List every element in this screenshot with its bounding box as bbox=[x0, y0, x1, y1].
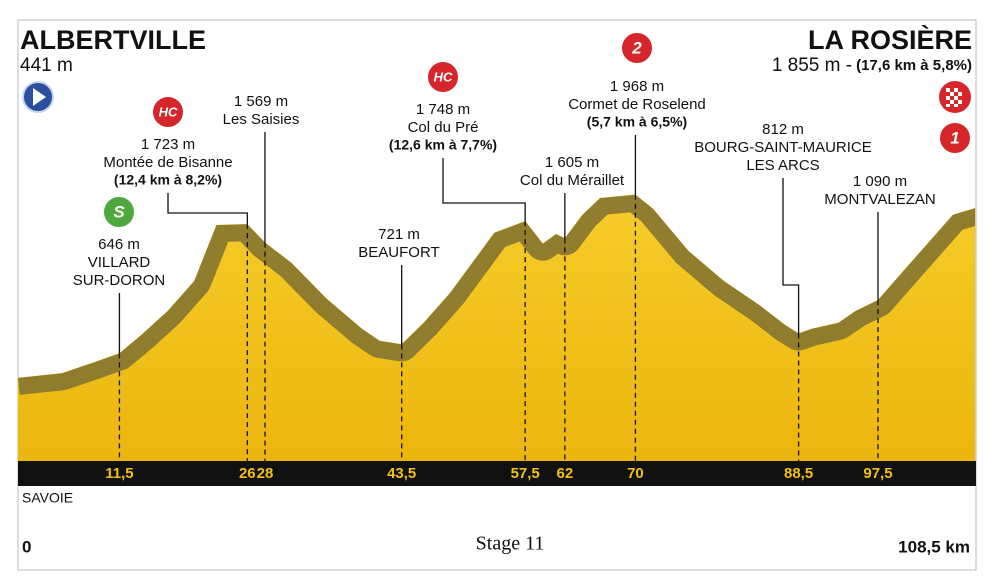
leader-line bbox=[442, 158, 526, 222]
distance-bar bbox=[18, 461, 976, 486]
waypoint-name: BOURG-SAINT-MAURICE bbox=[694, 139, 872, 156]
waypoint-altitude: 1 090 m bbox=[853, 173, 907, 190]
caption: Stage 11 bbox=[476, 533, 545, 555]
badge bbox=[426, 60, 460, 94]
waypoint-climb: (12,4 km à 8,2%) bbox=[114, 172, 222, 188]
waypoint-altitude: 812 m bbox=[762, 121, 804, 138]
badge bbox=[938, 121, 972, 155]
region: SAVOIE bbox=[22, 490, 73, 506]
km-label: 62 bbox=[557, 465, 574, 482]
waypoint-name: Cormet de Roselend bbox=[568, 96, 706, 113]
waypoint-climb: (12,6 km à 7,7%) bbox=[389, 137, 497, 153]
start-altitude: 441 m bbox=[20, 55, 73, 76]
badge bbox=[151, 95, 185, 129]
finish-flag-icon bbox=[939, 81, 971, 113]
waypoint-name: BEAUFORT bbox=[358, 244, 439, 261]
start-icon bbox=[22, 81, 54, 113]
km-label: 11,5 bbox=[105, 465, 133, 482]
km-label: 26 bbox=[239, 465, 256, 482]
waypoint-name: SUR-DORON bbox=[73, 272, 166, 289]
km-label: 57,5 bbox=[511, 465, 540, 482]
waypoint-name: Les Saisies bbox=[223, 111, 300, 128]
waypoint-altitude: 646 m bbox=[98, 236, 140, 253]
finish-name: LA ROSIÈRE bbox=[808, 24, 972, 55]
waypoint-altitude: 721 m bbox=[378, 226, 420, 243]
km-label: 97,5 bbox=[863, 465, 892, 482]
badge-label: HC bbox=[159, 104, 178, 119]
waypoint-altitude: 1 605 m bbox=[545, 154, 599, 171]
waypoint-altitude: 1 723 m bbox=[141, 136, 195, 153]
km-label: 43,5 bbox=[387, 465, 416, 482]
waypoint-altitude: 1 968 m bbox=[610, 78, 664, 95]
badge-label: HC bbox=[434, 69, 453, 84]
waypoint-altitude: 1 569 m bbox=[234, 93, 288, 110]
badge-label: 2 bbox=[631, 38, 642, 57]
start-name: ALBERTVILLE bbox=[20, 25, 206, 55]
profile-shadow bbox=[18, 194, 975, 395]
waypoint-name: Col du Pré bbox=[408, 119, 479, 136]
badge bbox=[620, 31, 654, 65]
waypoint-name: VILLARD bbox=[88, 254, 151, 271]
distance-start: 0 bbox=[22, 537, 31, 556]
km-label: 88,5 bbox=[784, 465, 813, 482]
waypoint-name: MONTVALEZAN bbox=[824, 191, 935, 208]
frame bbox=[17, 19, 977, 571]
profile-shadow-band bbox=[18, 194, 975, 395]
profile-group bbox=[17, 194, 976, 462]
waypoint-name: Montée de Bisanne bbox=[103, 154, 232, 171]
waypoint-altitude: 1 748 m bbox=[416, 101, 470, 118]
badge-label: 1 bbox=[950, 128, 959, 147]
distance-end: 108,5 km bbox=[898, 537, 970, 556]
waypoint-name: Col du Méraillet bbox=[520, 172, 625, 189]
km-label: 70 bbox=[627, 465, 644, 482]
leader-line bbox=[782, 178, 800, 334]
leader-line bbox=[167, 193, 248, 225]
waypoint-climb: (5,7 km à 6,5%) bbox=[587, 114, 687, 130]
finish-altitude: 1 855 m - bbox=[772, 55, 852, 76]
waypoint-name: LES ARCS bbox=[746, 157, 819, 174]
finish-climb: (17,6 km à 5,8%) bbox=[856, 57, 972, 74]
km-label: 28 bbox=[257, 465, 274, 482]
badge-label: S bbox=[113, 202, 125, 221]
badge bbox=[102, 195, 136, 229]
